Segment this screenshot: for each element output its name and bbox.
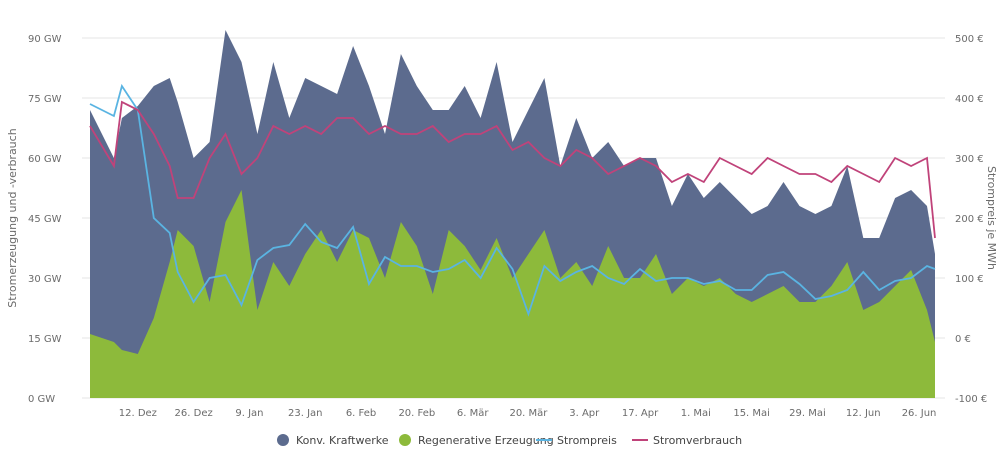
x-tick-label: 12. Dez: [119, 408, 157, 419]
legend-marker-dot: [277, 434, 289, 446]
x-tick-label: 20. Mär: [509, 408, 548, 419]
series-layer: [89, 30, 936, 398]
legend-label: Konv. Kraftwerke: [296, 434, 389, 447]
x-tick-label: 20. Feb: [398, 408, 435, 419]
y2-tick-label: 100 €: [955, 274, 984, 285]
x-tick-label: 12. Jun: [846, 408, 881, 419]
y2-tick-label: 200 €: [955, 214, 984, 225]
y-tick-label: 15 GW: [28, 334, 62, 345]
legend-label: Regenerative Erzeugung: [418, 434, 554, 447]
y2-tick-label: 500 €: [955, 34, 984, 45]
x-tick-label: 6. Mär: [457, 408, 489, 419]
legend-item[interactable]: Strompreis: [536, 434, 617, 447]
legend-marker-dot: [399, 434, 411, 446]
legend-item[interactable]: Konv. Kraftwerke: [277, 434, 389, 447]
y-tick-label: 60 GW: [28, 154, 62, 165]
line-strompreis: [89, 83, 936, 317]
x-tick-label: 17. Apr: [622, 408, 659, 419]
legend-label: Stromverbrauch: [653, 434, 742, 447]
x-tick-label: 6. Feb: [346, 408, 376, 419]
y-tick-label: 0 GW: [28, 394, 55, 405]
x-tick-label: 23. Jan: [288, 408, 323, 419]
x-tick-label: 26. Jun: [902, 408, 937, 419]
legend-item[interactable]: Regenerative Erzeugung: [399, 434, 554, 447]
y-axis-title: Stromerzeugung und -verbrauch: [6, 128, 19, 307]
y2-tick-label: 300 €: [955, 154, 984, 165]
y2-tick-label: -100 €: [955, 394, 987, 405]
x-tick-label: 1. Mai: [681, 408, 711, 419]
x-tick-label: 9. Jan: [235, 408, 263, 419]
y2-tick-label: 0 €: [955, 334, 971, 345]
axes: 0 GW -100 € 15 GW 0 € 30 GW 100 € 45 GW 200 € 60…: [6, 34, 998, 419]
x-tick-label: 15. Mai: [733, 408, 770, 419]
y2-axis-title: Strompreis je MWh: [985, 166, 998, 270]
x-tick-label: 29. Mai: [789, 408, 826, 419]
x-tick-label: 26. Dez: [175, 408, 213, 419]
y-tick-label: 45 GW: [28, 214, 62, 225]
line-stromverbrauch: [89, 100, 936, 239]
area-regenerative-erzeugung: [90, 190, 935, 398]
legend-label: Strompreis: [557, 434, 617, 447]
legend-item[interactable]: Stromverbrauch: [632, 434, 742, 447]
x-tick-label: 3. Apr: [569, 408, 600, 419]
y-tick-label: 90 GW: [28, 34, 62, 45]
y2-tick-label: 400 €: [955, 94, 984, 105]
legend: Konv. Kraftwerke Regenerative Erzeugung St…: [277, 434, 742, 447]
y-tick-label: 75 GW: [28, 94, 62, 105]
y-tick-label: 30 GW: [28, 274, 62, 285]
